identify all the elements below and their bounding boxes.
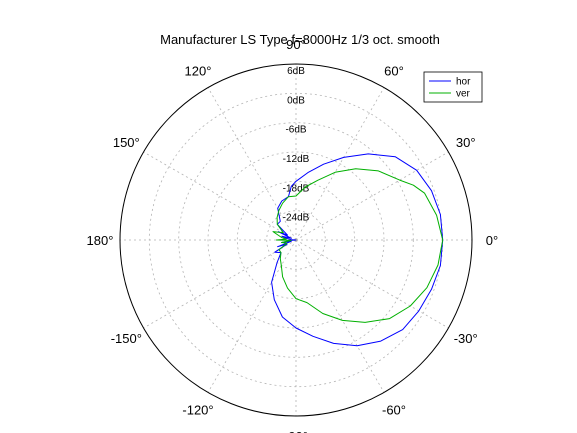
angle-tick-label: 0°	[486, 233, 498, 248]
angle-tick-label: -120°	[182, 403, 213, 418]
grid-ring	[178, 122, 414, 358]
radial-tick-labels: 6dB 0dB -6dB -12dB -18dB -24dB	[283, 66, 310, 224]
radial-tick-label: -24dB	[283, 213, 310, 224]
chart-title: Manufacturer LS Type f=8000Hz 1/3 oct. s…	[160, 32, 440, 47]
grid-ring	[266, 210, 326, 270]
grid-spoke	[143, 151, 297, 241]
grid-spoke	[295, 239, 449, 329]
series-line-hor	[271, 153, 444, 347]
series-layer	[271, 153, 444, 347]
angle-tick-label: -60°	[382, 403, 406, 418]
angle-tick-labels: 0° 30° 60° 90° 120° 150° 180° -150° -120° -90° -60…	[87, 37, 499, 433]
angle-tick-label: -150°	[111, 331, 142, 346]
legend-label-ver: ver	[456, 89, 471, 100]
radial-tick-label: 0dB	[287, 95, 305, 106]
angle-tick-label: 120°	[185, 63, 212, 78]
angle-tick-label: -30°	[454, 331, 478, 346]
radial-tick-label: -18dB	[283, 183, 310, 194]
angle-tick-label: 180°	[87, 233, 114, 248]
angle-tick-label: 90°	[286, 37, 306, 52]
series-line-ver	[272, 168, 444, 323]
angle-tick-label: -90°	[284, 429, 308, 433]
legend-label-hor: hor	[456, 77, 471, 88]
radial-tick-label: -12dB	[283, 154, 310, 165]
grid-spoke	[295, 239, 385, 393]
angle-tick-label: 60°	[384, 63, 404, 78]
grid-spoke	[295, 87, 385, 241]
radial-tick-label: -6dB	[285, 125, 306, 136]
grid-spoke	[295, 151, 449, 241]
grid-ring	[207, 151, 385, 329]
grid-spoke	[143, 239, 297, 329]
legend-box	[423, 71, 483, 103]
grid-spoke	[207, 87, 297, 241]
grid-spoke	[207, 239, 297, 393]
angle-tick-label: 150°	[113, 135, 140, 150]
radial-tick-label: 6dB	[287, 66, 305, 77]
angle-tick-label: 30°	[456, 135, 476, 150]
outer-ring	[119, 63, 473, 417]
